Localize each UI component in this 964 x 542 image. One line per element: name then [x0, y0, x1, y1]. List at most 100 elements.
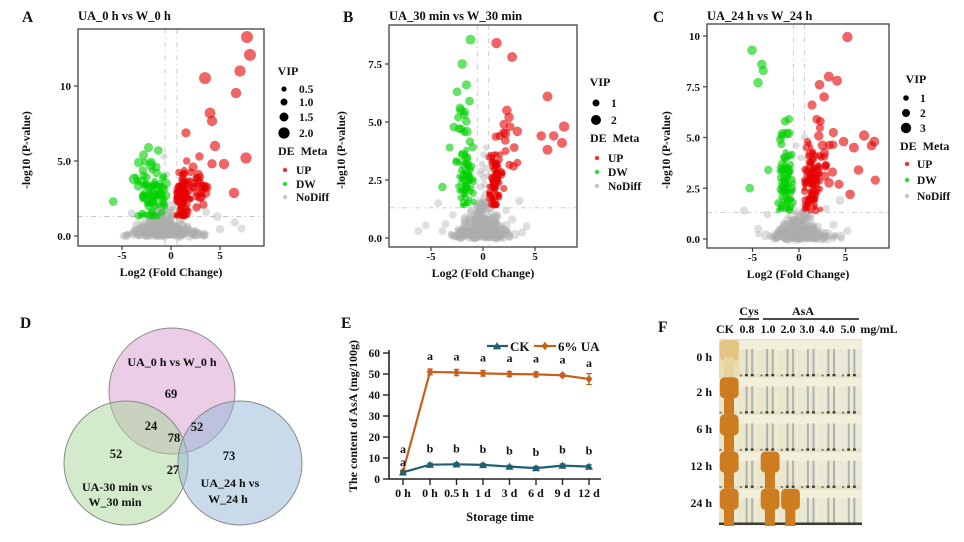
- svg-text:0.8: 0.8: [740, 322, 755, 336]
- svg-text:Log2 (Fold Change): Log2 (Fold Change): [747, 267, 850, 281]
- svg-text:CK: CK: [510, 339, 530, 354]
- svg-text:W_24 h: W_24 h: [208, 492, 248, 506]
- svg-text:VIP: VIP: [906, 72, 927, 86]
- svg-text:1 d: 1 d: [475, 486, 491, 500]
- svg-text:3 d: 3 d: [502, 486, 518, 500]
- svg-text:C: C: [653, 9, 664, 26]
- svg-text:5.0: 5.0: [686, 133, 700, 145]
- svg-text:20: 20: [369, 432, 381, 444]
- svg-text:b: b: [427, 442, 434, 456]
- svg-text:0 h: 0 h: [696, 350, 712, 364]
- svg-text:2 h: 2 h: [696, 385, 712, 399]
- svg-text:D: D: [20, 315, 31, 332]
- svg-text:UP: UP: [917, 159, 932, 171]
- svg-text:-log10 (P-value): -log10 (P-value): [21, 111, 33, 189]
- svg-text:0.0: 0.0: [57, 231, 71, 243]
- svg-text:2: 2: [920, 108, 926, 120]
- svg-text:CK: CK: [716, 322, 735, 336]
- svg-text:0: 0: [480, 251, 486, 263]
- svg-text:a: a: [533, 351, 539, 365]
- svg-text:5: 5: [843, 252, 849, 264]
- svg-text:a: a: [400, 442, 406, 456]
- svg-text:b: b: [453, 441, 460, 455]
- svg-text:0: 0: [168, 250, 174, 262]
- svg-text:a: a: [586, 356, 592, 370]
- svg-text:a: a: [480, 350, 486, 364]
- svg-text:1.5: 1.5: [299, 112, 314, 124]
- svg-text:Cys: Cys: [739, 304, 759, 318]
- svg-text:W_30 min: W_30 min: [88, 495, 141, 509]
- svg-text:40: 40: [369, 390, 381, 402]
- svg-text:3: 3: [920, 123, 926, 135]
- svg-text:7.5: 7.5: [368, 59, 382, 71]
- svg-text:Log2 (Fold Change): Log2 (Fold Change): [432, 266, 535, 280]
- svg-text:0.0: 0.0: [686, 234, 700, 246]
- svg-text:The content of AsA (mg/100g): The content of AsA (mg/100g): [346, 340, 360, 492]
- svg-text:mg/mL: mg/mL: [860, 322, 897, 336]
- svg-text:UA_0 h vs W_0 h: UA_0 h vs W_0 h: [127, 355, 216, 369]
- svg-text:60: 60: [369, 348, 381, 360]
- svg-text:b: b: [586, 444, 593, 458]
- svg-text:A: A: [22, 9, 34, 26]
- svg-text:12 d: 12 d: [578, 486, 600, 500]
- svg-text:1.0: 1.0: [761, 322, 776, 336]
- svg-text:UA_24 h vs: UA_24 h vs: [201, 476, 260, 490]
- svg-text:E: E: [341, 315, 351, 332]
- svg-text:NoDiff: NoDiff: [608, 181, 641, 193]
- svg-text:0.5: 0.5: [299, 84, 314, 96]
- svg-text:NoDiff: NoDiff: [917, 191, 950, 203]
- svg-text:9 d: 9 d: [555, 486, 571, 500]
- svg-text:a: a: [560, 352, 566, 366]
- svg-text:2.5: 2.5: [686, 183, 700, 195]
- svg-text:2.0: 2.0: [781, 322, 796, 336]
- svg-text:UP: UP: [296, 165, 311, 177]
- svg-text:0: 0: [796, 252, 802, 264]
- svg-text:52: 52: [110, 447, 123, 461]
- svg-text:DE Meta: DE Meta: [278, 144, 327, 158]
- svg-text:b: b: [506, 444, 513, 458]
- svg-text:a: a: [454, 350, 460, 364]
- svg-text:6 d: 6 d: [528, 486, 544, 500]
- svg-text:-5: -5: [748, 252, 758, 264]
- svg-text:24: 24: [145, 419, 158, 433]
- svg-text:b: b: [533, 445, 540, 459]
- svg-text:a: a: [400, 455, 406, 469]
- svg-text:2.5: 2.5: [368, 175, 382, 187]
- svg-text:0: 0: [374, 474, 380, 486]
- svg-text:0 h: 0 h: [395, 486, 411, 500]
- svg-text:UP: UP: [608, 153, 623, 165]
- svg-text:0.0: 0.0: [368, 233, 382, 245]
- svg-text:10: 10: [369, 453, 381, 465]
- svg-text:b: b: [559, 443, 566, 457]
- svg-text:5.0: 5.0: [841, 322, 856, 336]
- svg-text:4.0: 4.0: [820, 322, 835, 336]
- svg-text:5: 5: [217, 250, 223, 262]
- svg-text:UA-30 min vs: UA-30 min vs: [82, 480, 152, 494]
- svg-text:78: 78: [168, 431, 181, 445]
- svg-text:-log10 (P-value): -log10 (P-value): [661, 111, 673, 189]
- svg-text:5.0: 5.0: [368, 117, 382, 129]
- svg-text:NoDiff: NoDiff: [296, 192, 329, 204]
- svg-text:10: 10: [689, 31, 701, 43]
- svg-text:69: 69: [165, 387, 178, 401]
- svg-text:a: a: [427, 349, 433, 363]
- svg-text:AsA: AsA: [792, 304, 814, 318]
- svg-text:-log10 (P-value): -log10 (P-value): [336, 111, 348, 189]
- svg-text:0 h: 0 h: [422, 486, 438, 500]
- svg-text:1: 1: [611, 98, 617, 110]
- svg-text:Log2 (Fold Change): Log2 (Fold Change): [120, 265, 223, 279]
- svg-text:Storage time: Storage time: [466, 510, 534, 524]
- svg-text:DW: DW: [917, 175, 937, 187]
- svg-text:3.0: 3.0: [800, 322, 815, 336]
- svg-text:6 h: 6 h: [696, 422, 712, 436]
- svg-text:24 h: 24 h: [690, 496, 712, 510]
- svg-text:UA_24 h vs W_24 h: UA_24 h vs W_24 h: [707, 9, 812, 23]
- svg-text:10: 10: [60, 81, 72, 93]
- svg-text:5: 5: [532, 251, 538, 263]
- svg-text:DE Meta: DE Meta: [900, 139, 949, 153]
- svg-text:1.0: 1.0: [299, 97, 314, 109]
- svg-text:27: 27: [167, 463, 180, 477]
- svg-text:a: a: [507, 351, 513, 365]
- svg-text:-5: -5: [117, 250, 127, 262]
- svg-text:VIP: VIP: [590, 75, 611, 89]
